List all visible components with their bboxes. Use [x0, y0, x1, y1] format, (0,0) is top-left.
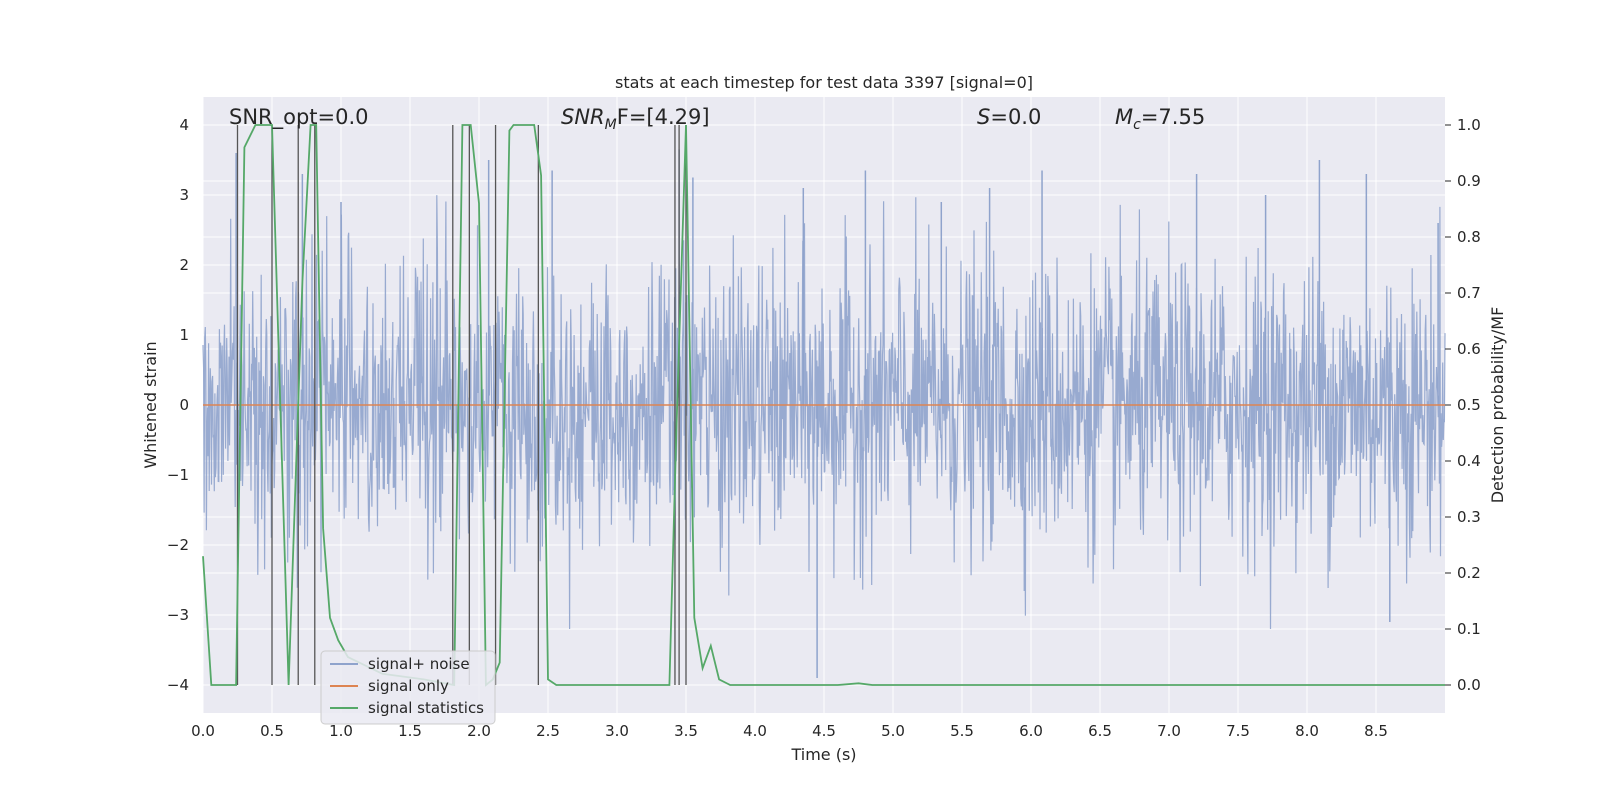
legend-box [320, 650, 496, 725]
y-tick-label-right: 1.0 [1457, 116, 1481, 134]
y-tick-label-right: 0.9 [1457, 172, 1481, 190]
annotation-snr-mf: SNRMF=[4.29] [561, 105, 710, 133]
x-tick-label: 7.5 [1226, 722, 1250, 740]
y-axis-label-left: Whitened strain [141, 341, 160, 468]
x-tick-label: 4.0 [743, 722, 767, 740]
x-tick-label: 8.0 [1295, 722, 1319, 740]
x-tick-label: 6.5 [1088, 722, 1112, 740]
annotation-s: S=0.0 [977, 105, 1041, 129]
x-tick-label: 2.5 [536, 722, 560, 740]
x-tick-label: 4.5 [812, 722, 836, 740]
y-tick-label-left: −1 [167, 466, 189, 484]
y-tick-label-left: −4 [167, 676, 189, 694]
x-tick-label: 3.5 [674, 722, 698, 740]
y-tick-label-left: −3 [167, 606, 189, 624]
x-tick-label: 7.0 [1157, 722, 1181, 740]
y-tick-label-right: 0.5 [1457, 396, 1481, 414]
x-tick-label: 1.5 [398, 722, 422, 740]
y-tick-label-left: 4 [179, 116, 189, 134]
x-tick-label: 6.0 [1019, 722, 1043, 740]
y-tick-label-right: 0.6 [1457, 340, 1481, 358]
x-tick-label: 0.5 [260, 722, 284, 740]
y-tick-label-left: 0 [179, 396, 189, 414]
legend: signal+ noise signal only signal statistic… [320, 650, 496, 725]
x-tick-label: 2.0 [467, 722, 491, 740]
y-tick-label-right: 0.3 [1457, 508, 1481, 526]
y-tick-label-right: 0.0 [1457, 676, 1481, 694]
y-tick-label-right: 0.2 [1457, 564, 1481, 582]
y-tick-label-left: 1 [179, 326, 189, 344]
annotation-snr-opt: SNR_opt=0.0 [229, 105, 369, 130]
y-tick-label-right: 0.7 [1457, 284, 1481, 302]
x-tick-label: 3.0 [605, 722, 629, 740]
x-axis-label: Time (s) [790, 745, 856, 764]
legend-label: signal+ noise [368, 655, 470, 673]
x-tick-label: 5.5 [950, 722, 974, 740]
chart-title: stats at each timestep for test data 339… [615, 73, 1033, 92]
annotation-mc: Mc=7.55 [1115, 105, 1205, 133]
x-tick-label: 0.0 [191, 722, 215, 740]
y-tick-label-right: 0.8 [1457, 228, 1481, 246]
detection-markers [236, 125, 687, 685]
y-tick-label-left: 3 [179, 186, 189, 204]
x-tick-label: 5.0 [881, 722, 905, 740]
legend-label: signal only [368, 677, 449, 695]
legend-label: signal statistics [368, 699, 484, 717]
y-tick-label-left: −2 [167, 536, 189, 554]
x-tick-label: 1.0 [329, 722, 353, 740]
y-tick-label-left: 2 [179, 256, 189, 274]
y-tick-label-right: 0.1 [1457, 620, 1481, 638]
x-tick-label: 8.5 [1364, 722, 1388, 740]
y-axis-label-right: Detection probability/MF [1488, 307, 1507, 504]
y-tick-label-right: 0.4 [1457, 452, 1481, 470]
series-signal-noise [202, 195, 1446, 630]
